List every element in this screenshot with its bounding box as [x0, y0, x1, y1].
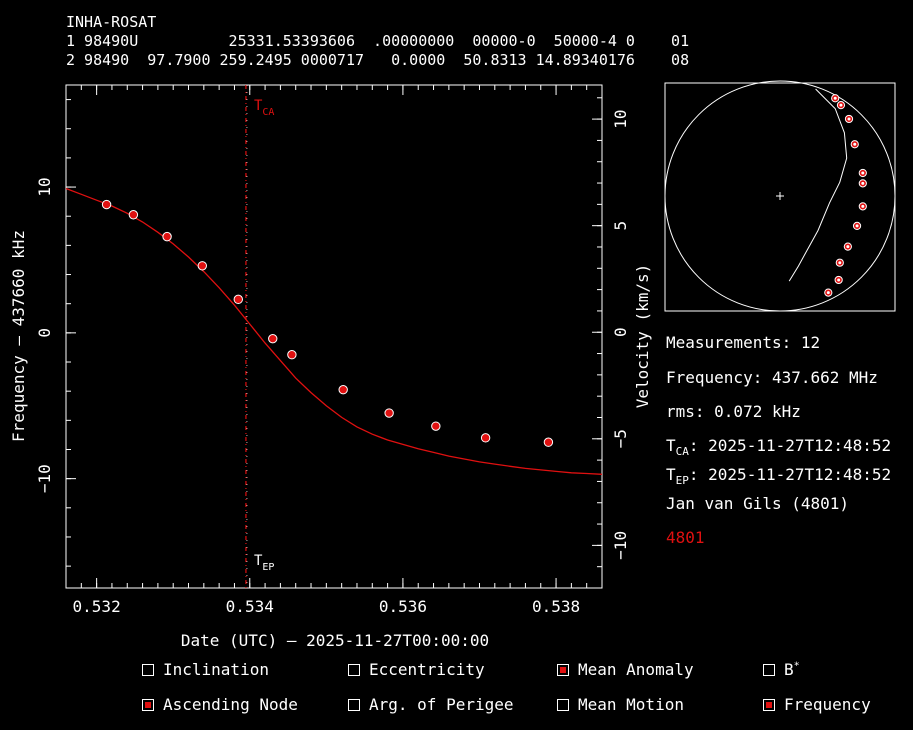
y2-tick-label: −5 — [611, 429, 630, 448]
rms-value: rms: 0.072 kHz — [666, 402, 801, 421]
orbit-point-center — [839, 103, 843, 107]
tca-value: TCA: 2025-11-27T12:48:52 — [666, 436, 892, 459]
orbit-point-center — [861, 204, 865, 208]
checkbox[interactable] — [557, 664, 569, 676]
tep-marker-label: TEP — [254, 553, 274, 573]
y-axis-label: Frequency — 437660 kHz — [9, 230, 28, 442]
measurement-point — [480, 433, 491, 443]
tep-value: TEP: 2025-11-27T12:48:52 — [666, 465, 892, 488]
orbit-point-center — [847, 117, 851, 121]
orbit-point-center — [855, 224, 859, 228]
y-tick-label: −10 — [35, 464, 54, 493]
x-tick-label: 0.534 — [226, 597, 274, 616]
tep-marker-sub: EP — [262, 562, 274, 573]
y2-tick-label: 5 — [611, 221, 630, 231]
orbit-point-center — [838, 261, 842, 265]
tca-marker-sub: CA — [262, 107, 274, 118]
orbit-point-center — [861, 181, 865, 185]
option-frequency[interactable]: Frequency — [763, 695, 871, 714]
checkbox[interactable] — [142, 699, 154, 711]
option-bstar[interactable]: B* — [763, 660, 800, 679]
measurement-point — [431, 421, 441, 431]
measurement-point — [101, 199, 112, 210]
y2-tick-label: −10 — [611, 531, 630, 560]
orbit-point-center — [826, 291, 830, 295]
measurement-point — [543, 437, 554, 447]
orbit-point-center — [861, 171, 865, 175]
earth-circle — [664, 80, 896, 312]
orbit-point-center — [837, 278, 841, 282]
measurement-point — [287, 350, 297, 360]
tca-marker-label: TCA — [254, 98, 274, 118]
measurement-point — [162, 231, 172, 242]
tle-line-1: 1 98490U 25331.53393606 .00000000 00000-… — [66, 32, 690, 50]
station-id: 4801 — [666, 528, 705, 547]
tle-line-2: 2 98490 97.7900 259.2495 0000717 0.0000 … — [66, 51, 690, 69]
option-mean-motion[interactable]: Mean Motion — [557, 695, 684, 714]
ground-track — [788, 88, 848, 282]
option-arg-of-perigee[interactable]: Arg. of Perigee — [348, 695, 514, 714]
checkbox[interactable] — [763, 664, 775, 676]
option-mean-anomaly[interactable]: Mean Anomaly — [557, 660, 694, 679]
y2-axis-label: Velocity (km/s) — [633, 264, 652, 409]
fit-curve — [65, 187, 603, 475]
checkbox[interactable] — [557, 699, 569, 711]
x-axis-label: Date (UTC) — 2025-11-27T00:00:00 — [181, 631, 489, 650]
orbit-point-center — [833, 96, 837, 100]
observer-cross — [776, 192, 784, 200]
measurement-point — [338, 385, 348, 395]
x-tick-label: 0.538 — [532, 597, 580, 616]
plot-frame — [65, 84, 603, 589]
measurement-point — [233, 294, 243, 305]
measurement-point — [384, 408, 394, 418]
orbit-point-center — [853, 142, 857, 146]
checkbox[interactable] — [763, 699, 775, 711]
checkbox[interactable] — [348, 699, 360, 711]
y-tick-label: 0 — [35, 328, 54, 338]
y2-tick-label: 0 — [611, 327, 630, 337]
measurement-point — [268, 333, 278, 344]
option-ascending-node[interactable]: Ascending Node — [142, 695, 298, 714]
satellite-name: INHA-ROSAT — [66, 13, 157, 31]
measurements-count: Measurements: 12 — [666, 333, 821, 352]
option-eccentricity[interactable]: Eccentricity — [348, 660, 485, 679]
option-inclination[interactable]: Inclination — [142, 660, 269, 679]
y-tick-label: 10 — [35, 177, 54, 196]
orbit-point-center — [846, 245, 850, 249]
measurement-point — [197, 261, 207, 271]
frequency-value: Frequency: 437.662 MHz — [666, 368, 878, 387]
checkbox[interactable] — [348, 664, 360, 676]
observer-name: Jan van Gils (4801) — [666, 494, 850, 513]
y2-tick-label: 10 — [611, 109, 630, 128]
x-tick-label: 0.536 — [379, 597, 427, 616]
measurement-point — [128, 210, 139, 220]
checkbox[interactable] — [142, 664, 154, 676]
x-tick-label: 0.532 — [73, 597, 121, 616]
